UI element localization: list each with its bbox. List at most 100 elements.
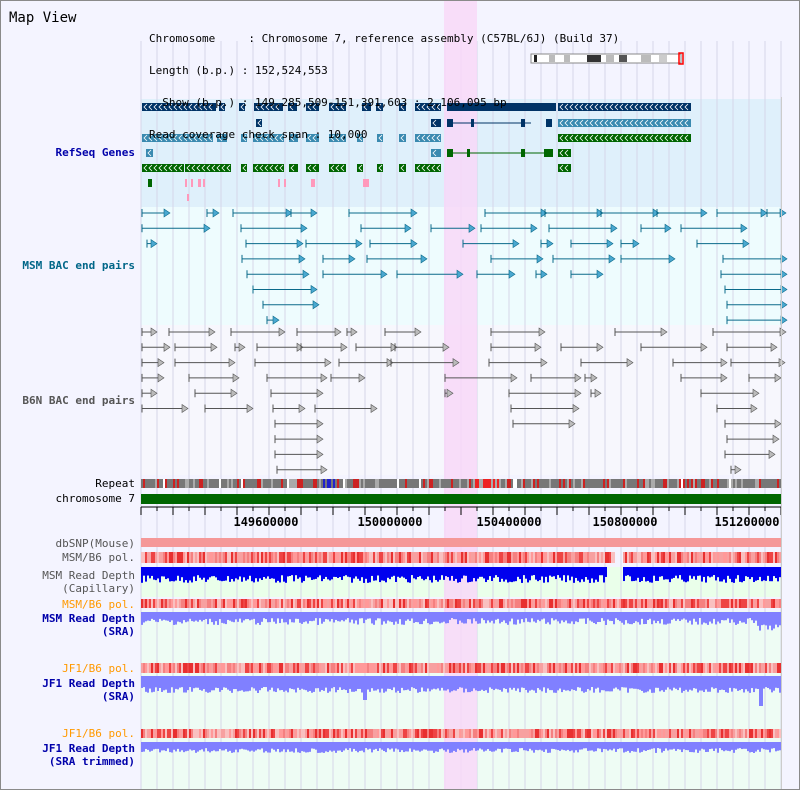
polymorphism-bin [649, 663, 651, 673]
polymorphism-bin [607, 552, 609, 563]
dbsnp-label[interactable]: dbSNP(Mouse) [55, 537, 135, 550]
repeat-feature [265, 479, 267, 488]
read-depth-bin [453, 612, 455, 620]
polymorphism-bin [231, 552, 233, 563]
polymorphism-bin [511, 552, 513, 563]
polymorphism-bin [549, 552, 551, 563]
read-depth-bin [375, 742, 377, 749]
polymorphism-bin [565, 552, 567, 563]
polymorphism-bin [323, 729, 325, 738]
refseq-label[interactable]: RefSeq Genes [55, 146, 135, 159]
read-depth-bin [349, 567, 351, 578]
read-depth-bin [709, 742, 711, 750]
polymorphism-bin [745, 552, 747, 563]
read-depth-bin [443, 612, 445, 622]
read-depth-bin [759, 612, 761, 631]
polymorphism-bin [391, 552, 393, 563]
repeat-feature [547, 479, 549, 488]
read-depth-bin [415, 742, 417, 751]
polymorphism-bin [759, 729, 761, 738]
read-depth-bin [155, 612, 157, 622]
polymorphism-bin [335, 663, 337, 673]
msm-depth-sra-label[interactable]: MSM Read Depth (SRA) [42, 612, 135, 638]
read-depth-bin [483, 676, 485, 692]
polymorphism-bin [471, 663, 473, 673]
repeat-feature [465, 479, 467, 488]
polymorphism-bin [485, 552, 487, 563]
bac-end-marker [355, 239, 363, 249]
polymorphism-bin [689, 599, 691, 608]
polymorphism-bin [601, 729, 603, 738]
polymorphism-bin [343, 729, 345, 738]
polymorphism-bin [671, 552, 673, 563]
polymorphism-bin [465, 599, 467, 608]
msm-b6-pol-label[interactable]: MSM/B6 pol. [62, 551, 135, 564]
read-depth-bin [207, 676, 209, 693]
read-depth-bin [395, 612, 397, 622]
msm-bac-label[interactable]: MSM BAC end pairs [22, 259, 135, 272]
polymorphism-bin [499, 552, 501, 563]
read-depth-bin [739, 742, 741, 749]
repeat-feature [209, 479, 211, 488]
gene-strand-arrow [664, 134, 669, 142]
gene-strand-arrow [579, 134, 584, 142]
polymorphism-bin [259, 729, 261, 738]
polymorphism-bin [347, 552, 349, 563]
read-depth-bin [459, 676, 461, 688]
repeat-feature [337, 479, 339, 488]
polymorphism-bin [363, 552, 365, 563]
polymorphism-bin [693, 552, 695, 563]
gene-strand-arrow [196, 164, 201, 172]
polymorphism-bin [503, 552, 505, 563]
read-depth-bin [461, 676, 463, 688]
gene-strand-arrow [431, 103, 436, 111]
polymorphism-bin [541, 663, 543, 673]
read-depth-bin [403, 676, 405, 691]
msm-depth-capillary-label[interactable]: MSM Read Depth (Capillary) [42, 569, 135, 595]
polymorphism-bin [603, 729, 605, 738]
read-depth-bin [717, 742, 719, 753]
polymorphism-bin [341, 552, 343, 563]
read-depth-bin [655, 676, 657, 688]
read-depth-bin [421, 567, 423, 579]
gene-feature [278, 179, 280, 187]
jf1-depth-sra-label[interactable]: JF1 Read Depth (SRA) [42, 677, 135, 703]
read-depth-bin [657, 742, 659, 749]
polymorphism-bin [365, 599, 367, 608]
read-depth-bin [321, 567, 323, 582]
jf1-b6-pol-label[interactable]: JF1/B6 pol. [62, 662, 135, 675]
repeat-feature [779, 479, 781, 488]
polymorphism-bin [381, 552, 383, 563]
jf1-depth-trimmed-label[interactable]: JF1 Read Depth (SRA trimmed) [42, 742, 135, 768]
read-depth-bin [661, 742, 663, 753]
polymorphism-bin [393, 729, 395, 738]
read-depth-bin [523, 742, 525, 751]
read-depth-bin [225, 676, 227, 688]
read-depth-bin [219, 567, 221, 581]
read-depth-bin [569, 742, 571, 752]
read-depth-bin [157, 612, 159, 623]
polymorphism-bin [215, 552, 217, 563]
read-depth-bin [243, 612, 245, 621]
polymorphism-bin [555, 599, 557, 608]
msm-b6-pol-sra-label[interactable]: MSM/B6 pol. [62, 598, 135, 611]
polymorphism-bin [377, 552, 379, 563]
read-depth-bin [329, 612, 331, 622]
read-depth-bin [677, 676, 679, 691]
polymorphism-bin [517, 552, 519, 563]
jf1-b6-pol-trimmed-label[interactable]: JF1/B6 pol. [62, 727, 135, 740]
read-depth-bin [287, 676, 289, 693]
read-depth-bin [633, 567, 635, 582]
repeat-feature [583, 479, 585, 488]
repeat-feature [365, 479, 367, 488]
polymorphism-bin [189, 729, 191, 738]
read-depth-bin [223, 742, 225, 751]
polymorphism-bin [205, 552, 207, 563]
b6n-bac-label[interactable]: B6N BAC end pairs [22, 394, 135, 407]
polymorphism-bin [403, 663, 405, 673]
polymorphism-bin [589, 552, 591, 563]
polymorphism-bin [527, 552, 529, 563]
repeat-feature [283, 479, 285, 488]
read-depth-bin [489, 742, 491, 751]
